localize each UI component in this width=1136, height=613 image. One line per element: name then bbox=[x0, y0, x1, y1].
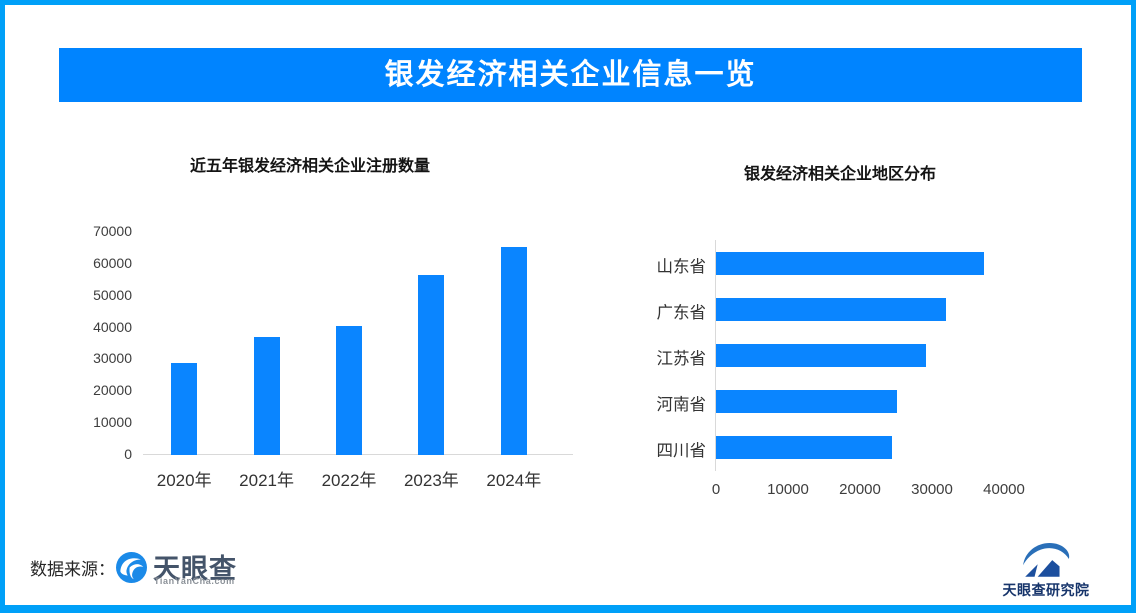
left-chart-x-tick-label: 2023年 bbox=[403, 471, 459, 490]
tianyancha-research-logo-icon bbox=[1023, 543, 1070, 577]
research-institute-label: 天眼查研究院 bbox=[1002, 582, 1090, 598]
tianyancha-logo-icon bbox=[116, 552, 147, 583]
right-chart-x-tick-label: 40000 bbox=[983, 481, 1025, 498]
right-chart-bar bbox=[716, 251, 984, 275]
left-chart-x-tick-label: 2022年 bbox=[321, 471, 377, 490]
left-chart-bar bbox=[171, 362, 198, 455]
left-chart-y-tick-label: 10000 bbox=[93, 414, 132, 431]
page-title-banner: 银发经济相关企业信息一览 bbox=[59, 48, 1082, 102]
left-chart-bar bbox=[336, 326, 362, 455]
right-chart-x-tick-label: 20000 bbox=[839, 481, 881, 498]
page-title: 银发经济相关企业信息一览 bbox=[384, 59, 757, 91]
right-chart-category-label: 山东省 bbox=[656, 258, 707, 276]
left-chart-y-tick-label: 20000 bbox=[93, 382, 132, 399]
right-chart-category-label: 江苏省 bbox=[656, 350, 707, 368]
tianyancha-domain-text: TianYanCha.com bbox=[154, 576, 235, 586]
left-chart-title: 近五年银发经济相关企业注册数量 bbox=[189, 158, 430, 175]
right-chart-bar bbox=[716, 297, 946, 321]
left-chart-x-tick-label: 2021年 bbox=[239, 471, 294, 490]
right-chart-x-tick-label: 0 bbox=[711, 481, 721, 498]
left-chart-bar bbox=[418, 275, 445, 455]
left-chart-bar bbox=[500, 246, 527, 455]
left-chart-y-tick-label: 30000 bbox=[93, 350, 132, 367]
left-chart-y-tick-label: 70000 bbox=[93, 223, 132, 239]
left-chart-y-tick-label: 60000 bbox=[93, 254, 132, 271]
right-chart-category-label: 四川省 bbox=[656, 442, 707, 460]
right-chart-x-tick-label: 10000 bbox=[767, 481, 809, 498]
right-chart-category-label: 广东省 bbox=[656, 304, 707, 322]
right-chart-bar bbox=[716, 343, 927, 367]
data-source-label: 数据来源： bbox=[30, 560, 115, 579]
tianyancha-wordmark: 天眼查 bbox=[153, 554, 237, 584]
left-chart-y-tick-label: 40000 bbox=[93, 318, 132, 335]
left-chart-y-tick-label: 50000 bbox=[93, 286, 132, 303]
left-chart-x-tick-label: 2024年 bbox=[486, 471, 542, 490]
right-chart-title: 银发经济相关企业地区分布 bbox=[743, 166, 936, 183]
left-chart-bar bbox=[253, 337, 280, 455]
right-chart-y-axis-line bbox=[715, 240, 716, 471]
right-chart-bar bbox=[716, 389, 898, 413]
left-chart-x-tick-label: 2020年 bbox=[156, 471, 212, 490]
right-chart-category-label: 河南省 bbox=[656, 396, 707, 414]
right-chart-x-tick-label: 30000 bbox=[911, 481, 953, 498]
right-chart-bar bbox=[716, 435, 892, 459]
left-chart-y-tick-label: 0 bbox=[124, 446, 132, 462]
